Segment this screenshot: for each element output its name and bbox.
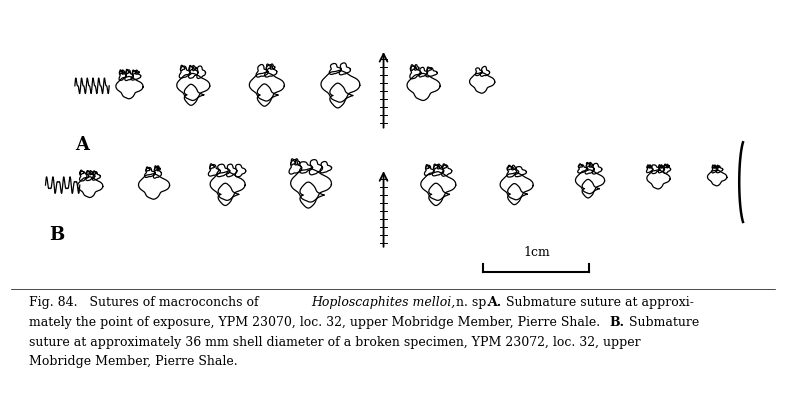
Text: Mobridge Member, Pierre Shale.: Mobridge Member, Pierre Shale. bbox=[29, 355, 238, 368]
Text: mately the point of exposure, YPM 23070, loc. 32, upper Mobridge Member, Pierre : mately the point of exposure, YPM 23070,… bbox=[29, 316, 604, 329]
Text: Submature suture at approxi-: Submature suture at approxi- bbox=[502, 296, 694, 309]
Text: n. sp.: n. sp. bbox=[452, 296, 494, 309]
Text: 1cm: 1cm bbox=[523, 246, 550, 258]
Text: A: A bbox=[74, 136, 89, 154]
Text: Submature: Submature bbox=[625, 316, 699, 329]
Text: B: B bbox=[50, 226, 65, 244]
Text: Hoploscaphites melloi,: Hoploscaphites melloi, bbox=[311, 296, 455, 309]
Text: suture at approximately 36 mm shell diameter of a broken specimen, YPM 23072, lo: suture at approximately 36 mm shell diam… bbox=[29, 336, 641, 348]
Text: A.: A. bbox=[487, 296, 502, 309]
Text: B.: B. bbox=[610, 316, 625, 329]
Text: Fig. 84.   Sutures of macroconchs of: Fig. 84. Sutures of macroconchs of bbox=[29, 296, 262, 309]
